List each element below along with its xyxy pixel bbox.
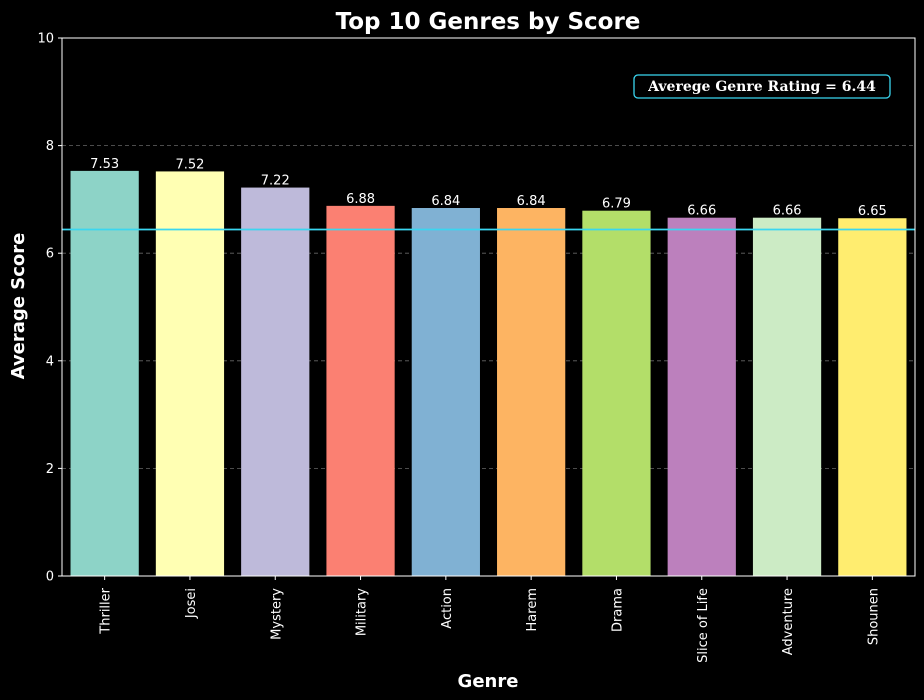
bar-value-label: 6.84 [517,194,546,209]
x-tick-label: Shounen [866,588,881,645]
bar-value-label: 6.66 [687,204,716,219]
bar-value-label: 6.88 [346,192,375,207]
bar [155,171,225,576]
bar [326,205,395,576]
y-tick-label: 10 [37,32,54,47]
x-tick-label: Slice of Life [696,588,711,663]
bar [241,187,310,576]
bar [70,170,139,577]
chart-title: Top 10 Genres by Score [336,9,641,35]
x-tick-label: Action [440,588,455,629]
label-layer: 7.53 7.52 7.22 6.88 6.84 6.84 6.79 6.66 6.66 6.65 [90,157,887,219]
bar [411,208,480,576]
x-tick-label: Harem [525,588,540,631]
bar [752,217,822,576]
bar-value-label: 6.65 [858,204,887,219]
x-tick-label: Drama [610,588,625,632]
y-tick-label: 0 [46,570,54,585]
x-axis-ticks: Thriller Josei Mystery Military Action Harem D… [99,576,881,663]
bar-value-label: 6.84 [431,194,460,209]
x-tick-label: Military [355,588,370,636]
annotation-frame [633,74,891,99]
y-axis-label: Average Score [8,233,29,380]
average-annotation: Averege Genre Rating = 6.44 [633,74,891,99]
bar [497,208,566,576]
bar-value-label: 7.52 [175,157,204,172]
x-tick-label: Mystery [269,588,284,640]
annotation-text: Averege Genre Rating = 6.44 [647,79,876,95]
x-axis-label: Genre [458,671,519,692]
bar-value-label: 7.22 [261,174,290,189]
y-tick-label: 6 [46,247,54,262]
x-tick-label: Adventure [781,588,796,655]
y-tick-label: 2 [46,462,54,477]
y-tick-label: 4 [46,354,54,369]
bar [667,217,736,576]
y-axis-ticks: 0 2 4 6 8 10 [37,32,62,585]
axes-frame [61,37,916,577]
bar [838,218,907,577]
bar-value-label: 6.66 [773,204,802,219]
bar [582,210,651,576]
bar-value-label: 7.53 [90,157,119,172]
x-tick-label: Josei [184,588,199,619]
bar-layer [70,170,907,577]
y-tick-label: 8 [46,139,54,154]
x-tick-label: Thriller [99,587,114,634]
bar-value-label: 6.79 [602,197,631,212]
